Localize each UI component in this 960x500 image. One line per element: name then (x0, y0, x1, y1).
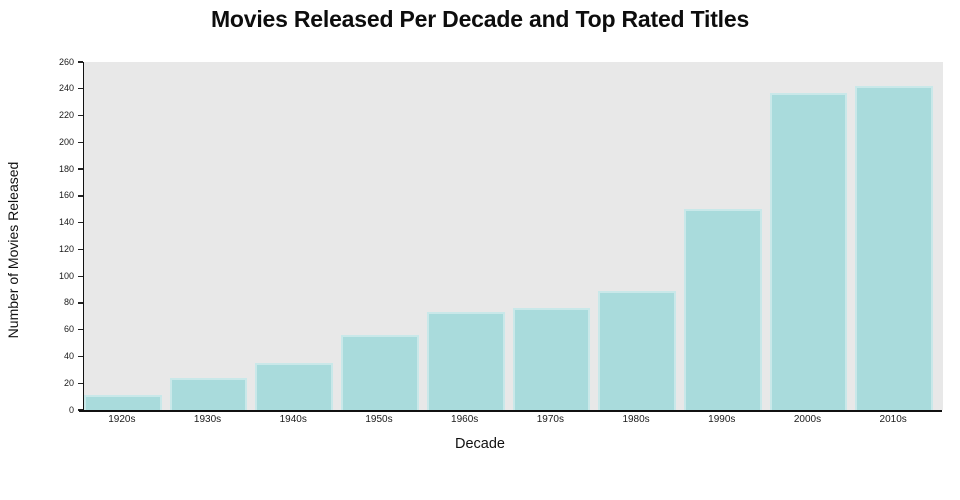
x-tick-label: 1980s (622, 414, 650, 425)
y-axis: 0 20 40 60 80 100 120 140 160 180 200 220 240 260 (40, 57, 83, 415)
x-tick-label: 1930s (193, 414, 222, 425)
y-tick-mark (78, 382, 83, 384)
bar-2000s[interactable] (769, 92, 848, 410)
bar-2010s[interactable] (855, 86, 934, 410)
y-tick-label: 220 (58, 110, 74, 121)
y-tick-mark (78, 168, 83, 170)
bar-1940s[interactable] (255, 363, 334, 410)
bar-1930s[interactable] (169, 377, 248, 410)
x-tick-label: 1940s (279, 414, 307, 425)
chart-title: Movies Released Per Decade and Top Rated… (210, 6, 750, 32)
x-tick-label: 1990s (708, 414, 736, 425)
y-tick-mark (78, 355, 83, 358)
y-tick-mark (78, 221, 83, 224)
y-tick-mark (78, 141, 83, 143)
y-tick-label: 0 (68, 404, 74, 415)
y-tick-label: 140 (58, 217, 74, 228)
y-tick-label: 260 (58, 56, 74, 67)
y-tick-mark (78, 248, 83, 251)
y-tick-label: 180 (58, 163, 74, 174)
y-tick-mark (78, 88, 83, 90)
y-tick-label: 240 (58, 83, 74, 94)
bar-1960s[interactable] (426, 312, 505, 410)
x-tick-label: 1960s (451, 414, 479, 425)
y-tick-mark (78, 114, 83, 117)
bar-1970s[interactable] (512, 308, 591, 410)
x-tick-label: 1950s (365, 414, 393, 425)
x-tick-label: 1920s (108, 414, 136, 425)
y-tick-label: 120 (58, 243, 74, 254)
x-tick-label: 2010s (879, 414, 907, 425)
y-axis-title: Number of Movies Released (5, 161, 21, 339)
bar-1920s[interactable] (84, 395, 162, 410)
x-axis-title: Decade (455, 436, 505, 452)
bar-1950s[interactable] (341, 335, 419, 410)
y-tick-mark (78, 275, 83, 277)
y-tick-label: 200 (58, 136, 74, 147)
y-tick-mark (78, 329, 83, 331)
y-tick-label: 160 (58, 190, 74, 201)
bar-series (84, 62, 943, 410)
bar-1990s[interactable] (683, 209, 762, 410)
x-tick-label: 2000s (793, 414, 822, 425)
y-tick-label: 100 (58, 270, 74, 281)
x-axis-line (79, 409, 942, 412)
bar-1980s[interactable] (598, 290, 676, 410)
x-tick-label: 1970s (536, 414, 564, 425)
plot-area (83, 62, 943, 410)
y-tick-label: 40 (63, 350, 74, 361)
y-tick-label: 80 (63, 297, 74, 308)
y-tick-mark (78, 195, 83, 197)
y-tick-label: 60 (63, 324, 74, 335)
y-tick-mark (78, 302, 83, 304)
y-tick-label: 20 (63, 377, 74, 388)
x-axis-tick-labels: 1920s 1930s 1940s 1950s 1960s 1970s 1980s 1990s… (83, 414, 942, 425)
y-tick-mark (78, 61, 83, 63)
